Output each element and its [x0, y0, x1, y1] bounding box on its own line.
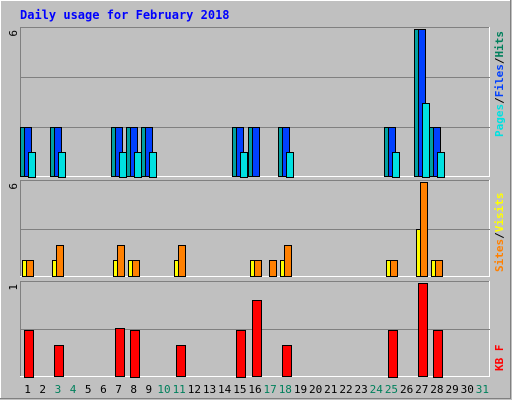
legend-entry: / — [493, 97, 506, 104]
x-tick-label: 16 — [248, 383, 261, 396]
x-tick-label: 14 — [218, 383, 232, 396]
bar-pages-day-8 — [134, 152, 142, 178]
bar-kbf-day-16 — [252, 300, 262, 377]
bar-pages-day-27 — [422, 103, 430, 178]
x-tick-label: 24 — [370, 383, 384, 396]
bar-visits-day-25 — [390, 260, 398, 277]
legend-entry: Hits — [493, 31, 506, 58]
bar-pages-day-3 — [58, 152, 66, 178]
x-tick-label: 1 — [24, 383, 31, 396]
legend-entry: Visits — [493, 193, 506, 233]
x-tick-label: 30 — [461, 383, 474, 396]
x-tick-label: 29 — [445, 383, 458, 396]
bar-pages-day-18 — [286, 152, 294, 178]
legend-entry: Files — [493, 64, 506, 97]
legend-entry: Pages — [493, 104, 506, 137]
bar-pages-day-1 — [28, 152, 36, 178]
bar-visits-day-18 — [284, 245, 292, 277]
bar-pages-day-7 — [119, 152, 127, 178]
x-tick-label: 4 — [70, 383, 77, 396]
legend: KB F — [493, 345, 506, 372]
bar-kbf-day-3 — [54, 345, 64, 377]
bar-pages-day-15 — [240, 152, 248, 178]
bar-kbf-day-11 — [176, 345, 186, 377]
bar-visits-day-17 — [269, 260, 277, 277]
bar-kbf-day-8 — [130, 330, 140, 378]
legend: Pages/Files/Hits — [493, 31, 506, 137]
legend-entry: / — [493, 57, 506, 64]
bar-pages-day-9 — [149, 152, 157, 178]
x-tick-label: 10 — [157, 383, 170, 396]
bar-kbf-day-7 — [115, 328, 125, 377]
x-tick-label: 2 — [39, 383, 46, 396]
bar-visits-day-3 — [56, 245, 64, 277]
x-tick-label: 22 — [339, 383, 352, 396]
x-tick-label: 31 — [476, 383, 489, 396]
legend-entry: / — [493, 232, 506, 239]
scale-label: 6 — [7, 183, 20, 190]
bar-visits-day-16 — [254, 260, 262, 277]
x-tick-label: 19 — [294, 383, 307, 396]
bar-kbf-day-15 — [236, 330, 246, 378]
bar-pages-day-28 — [437, 152, 445, 178]
panel-sites_visits: 6 Sites/Visits — [7, 180, 506, 277]
x-tick-label: 17 — [264, 383, 277, 396]
bar-kbf-day-27 — [418, 283, 428, 377]
bar-kbf-day-25 — [388, 330, 398, 378]
legend: Sites/Visits — [493, 193, 506, 273]
x-tick-label: 23 — [355, 383, 368, 396]
chart-title: Daily usage for February 2018 — [20, 8, 230, 22]
x-tick-label: 3 — [55, 383, 62, 396]
x-tick-label: 21 — [324, 383, 337, 396]
x-tick-label: 15 — [233, 383, 246, 396]
bar-visits-day-1 — [26, 260, 34, 277]
legend-entry: KB F — [493, 345, 506, 372]
bar-pages-day-25 — [392, 152, 400, 178]
bar-files-day-16 — [252, 127, 260, 177]
x-tick-label: 27 — [415, 383, 428, 396]
x-axis: 1 2 3 4 5 6 7 8 9 10 11 12 13 14 15 16 17 18 19 20 21 22 23 24 2… — [24, 383, 489, 396]
x-tick-label: 5 — [85, 383, 92, 396]
scale-label: 6 — [7, 30, 20, 37]
bar-visits-day-11 — [178, 245, 186, 277]
bar-kbf-day-1 — [24, 330, 34, 378]
x-tick-label: 9 — [146, 383, 153, 396]
bar-kbf-day-28 — [433, 330, 443, 378]
x-tick-label: 7 — [115, 383, 122, 396]
x-tick-label: 13 — [203, 383, 216, 396]
x-tick-label: 25 — [385, 383, 398, 396]
x-tick-label: 6 — [100, 383, 107, 396]
x-tick-label: 8 — [130, 383, 137, 396]
x-tick-label: 11 — [173, 383, 186, 396]
legend-entry: Sites — [493, 239, 506, 272]
bar-visits-day-8 — [132, 260, 140, 277]
bar-visits-day-7 — [117, 245, 125, 277]
x-tick-label: 26 — [400, 383, 413, 396]
x-tick-label: 20 — [309, 383, 322, 396]
scale-label: 1 — [7, 284, 20, 291]
x-tick-label: 12 — [188, 383, 201, 396]
bar-visits-day-27 — [420, 182, 428, 277]
x-tick-label: 28 — [430, 383, 443, 396]
x-tick-label: 18 — [279, 383, 292, 396]
bar-visits-day-28 — [435, 260, 443, 277]
bar-kbf-day-18 — [282, 345, 292, 377]
panel-kbf: 1 KB F — [7, 281, 506, 378]
